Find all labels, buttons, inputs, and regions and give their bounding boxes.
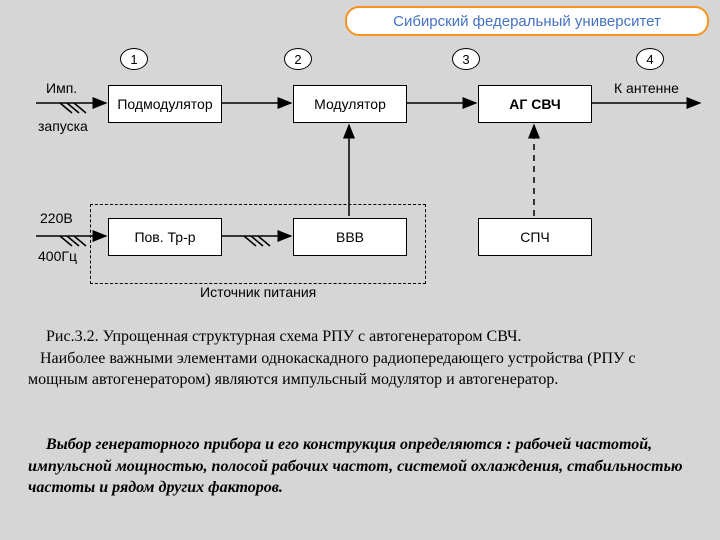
caption-block: Рис.3.2. Упрощенная структурная схема РП… [28,326,692,391]
caption-line2: Наиболее важными элементами однокаскадно… [28,348,692,391]
caption-line3: Выбор генераторного прибора и его констр… [28,434,692,499]
caption-line1: Рис.3.2. Упрощенная структурная схема РП… [28,326,692,348]
caption-italic: Выбор генераторного прибора и его констр… [28,434,692,499]
diagram-arrows [0,0,720,320]
